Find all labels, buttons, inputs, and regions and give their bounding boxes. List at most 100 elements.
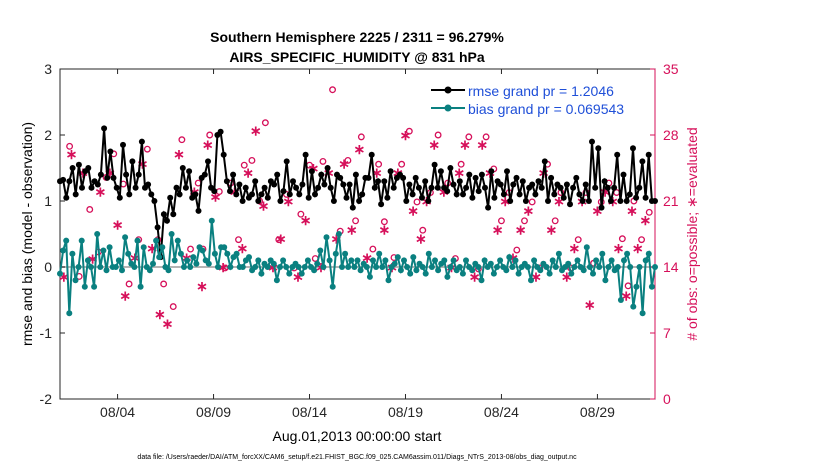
bias-point [156, 254, 163, 261]
bias-point [314, 260, 321, 267]
rmse-point [252, 178, 259, 185]
rmse-point [290, 178, 296, 185]
rmse-point [330, 198, 337, 204]
obs-possible-marker [398, 160, 406, 168]
rmse-point [497, 181, 504, 188]
bias-point [125, 250, 132, 257]
bias-point [370, 257, 376, 264]
rmse-point [475, 188, 482, 195]
rmse-point [507, 198, 514, 204]
bias-point [264, 264, 271, 270]
bias-point [543, 264, 550, 270]
bias-point [280, 257, 287, 264]
rmse-point [548, 174, 555, 181]
bias-point [100, 247, 107, 254]
rmse-point [154, 224, 161, 231]
rmse-point [522, 198, 529, 204]
obs-evaluated-marker: ∗ [119, 287, 131, 303]
rmse-point [107, 148, 114, 155]
bias-point [512, 257, 519, 264]
obs-evaluated-marker: ∗ [438, 184, 450, 200]
obs-possible-marker [66, 142, 74, 150]
bias-point [574, 257, 581, 264]
bias-point [165, 267, 172, 274]
bias-point [351, 264, 358, 270]
rmse-point [167, 194, 174, 201]
obs-evaluated-marker: ∗ [530, 268, 542, 284]
rmse-point [592, 184, 599, 191]
obs-possible-marker [319, 157, 327, 165]
rmse-point [258, 191, 265, 198]
obs-possible-marker [465, 133, 473, 141]
obs-evaluated-marker: ∗ [553, 193, 565, 209]
rmse-point [368, 151, 375, 158]
rmse-point [504, 168, 510, 175]
y-axis-right: 0 7 14 21 28 35 [650, 61, 679, 407]
bias-point [255, 257, 262, 264]
data-file-footnote: data file: /Users/raeder/DAI/ATM_forcXX/… [137, 454, 577, 461]
bias-point [447, 264, 454, 270]
obs-possible-marker [86, 206, 94, 213]
bias-point [357, 267, 364, 274]
obs-evaluated-marker: ∗ [292, 268, 304, 284]
rmse-point [308, 168, 315, 175]
bias-point [432, 257, 438, 264]
obs-evaluated-marker: ∗ [229, 184, 241, 200]
obs-possible-marker [551, 217, 559, 225]
bias-point [602, 277, 609, 284]
rmse-point [69, 165, 76, 171]
obs-evaluated-marker: ∗ [236, 240, 248, 256]
rmse-point [387, 168, 394, 175]
rmse-line [59, 128, 655, 258]
rmse-point [390, 184, 397, 191]
obs-evaluated-marker: ∗ [58, 268, 70, 284]
rmse-point [135, 171, 142, 178]
obs-possible-marker [513, 246, 521, 254]
bias-point [345, 264, 352, 270]
bias-point [233, 250, 240, 257]
bias-point [119, 267, 125, 274]
rmse-point [633, 194, 640, 201]
bias-point [106, 244, 113, 251]
x-tick-label: 08/24 [484, 404, 519, 420]
rmse-point [623, 198, 630, 204]
rmse-point [478, 171, 485, 178]
rmse-point [277, 198, 284, 204]
obs-possible-marker [187, 245, 194, 253]
bias-point [84, 257, 91, 264]
rmse-point [170, 211, 177, 218]
obs-evaluated-marker: ∗ [599, 184, 611, 200]
bias-point [174, 237, 181, 244]
rmse-point [620, 171, 627, 178]
bias-point [131, 264, 138, 270]
bias-point [487, 260, 494, 267]
rmse-point [261, 184, 268, 191]
y-axis-label: rmse and bias (model - observation) [19, 122, 35, 346]
obs-evaluated-marker: ∗ [632, 240, 644, 256]
rmse-point [381, 178, 388, 185]
y-tick-label: -1 [40, 325, 53, 341]
bias-point [497, 257, 504, 264]
bias-point [593, 257, 600, 264]
bias-point [78, 237, 85, 244]
obs-possible-marker [352, 217, 360, 225]
y-right-tick-label: 28 [663, 127, 679, 143]
rmse-point [485, 204, 492, 211]
rmse-point [639, 158, 646, 165]
bias-point [342, 250, 349, 257]
obs-evaluated-marker: ∗ [188, 184, 200, 200]
rmse-point [529, 181, 536, 188]
bias-point [555, 250, 562, 257]
bias-point [524, 264, 531, 270]
rmse-point [412, 174, 419, 181]
bias-point [199, 247, 206, 254]
rmse-point [500, 191, 507, 198]
rmse-point [217, 128, 224, 135]
obs-possible-marker [574, 236, 582, 244]
obs-evaluated-marker: ∗ [584, 297, 596, 313]
rmse-point [324, 165, 331, 171]
bias-point [317, 247, 324, 254]
rmse-point [488, 168, 495, 175]
bias-point [239, 264, 246, 270]
obs-evaluated-marker: ∗ [242, 165, 254, 181]
